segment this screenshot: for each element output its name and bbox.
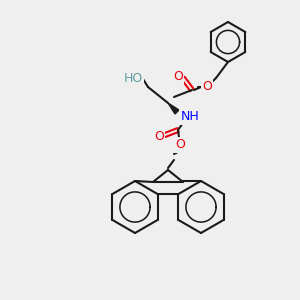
Text: O: O [154, 130, 164, 143]
Text: O: O [202, 80, 212, 94]
Text: NH: NH [181, 110, 200, 124]
Text: O: O [175, 139, 185, 152]
Polygon shape [168, 103, 179, 114]
Text: O: O [173, 70, 183, 83]
Text: HO: HO [123, 73, 142, 85]
